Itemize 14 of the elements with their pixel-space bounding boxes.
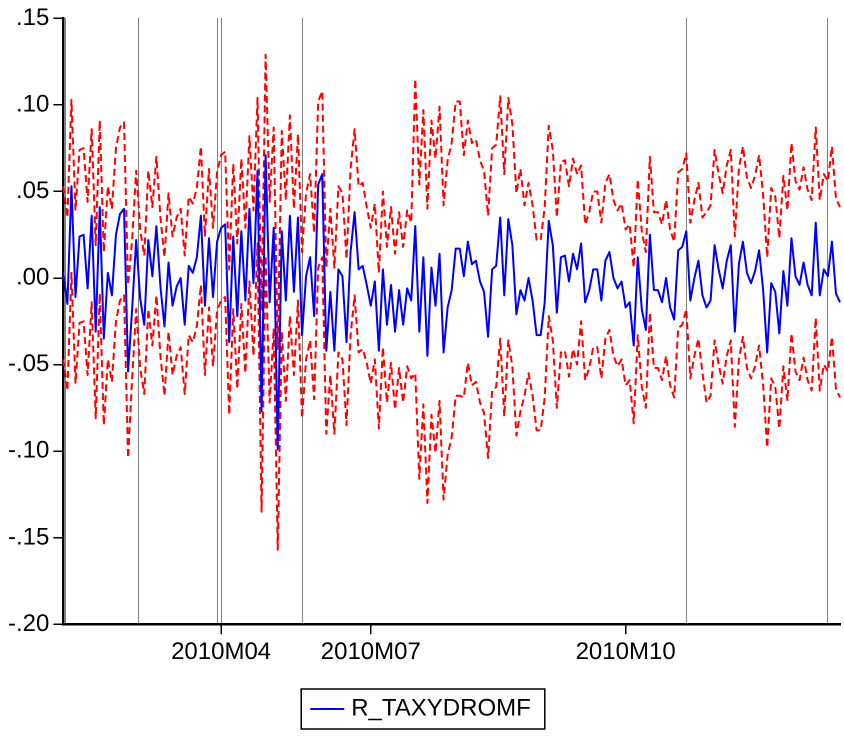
y-tick-label: -.15 [8, 523, 50, 550]
legend-label: R_TAXYDROMF [351, 694, 531, 722]
x-tick-label: 2010M04 [171, 638, 272, 666]
x-tick-label: 2010M07 [320, 638, 421, 666]
line-series [62, 54, 841, 350]
y-tick-label: .15 [16, 4, 50, 32]
line-series [62, 242, 841, 551]
x-tick-label: 2010M10 [576, 638, 676, 666]
y-tick-label: .10 [16, 90, 50, 118]
y-tick-label: -.10 [8, 436, 50, 464]
y-tick-label: -.05 [8, 350, 50, 378]
y-tick-label: .05 [16, 177, 50, 204]
y-tick-label: -.20 [8, 610, 50, 637]
y-tick-label: .00 [16, 264, 50, 291]
